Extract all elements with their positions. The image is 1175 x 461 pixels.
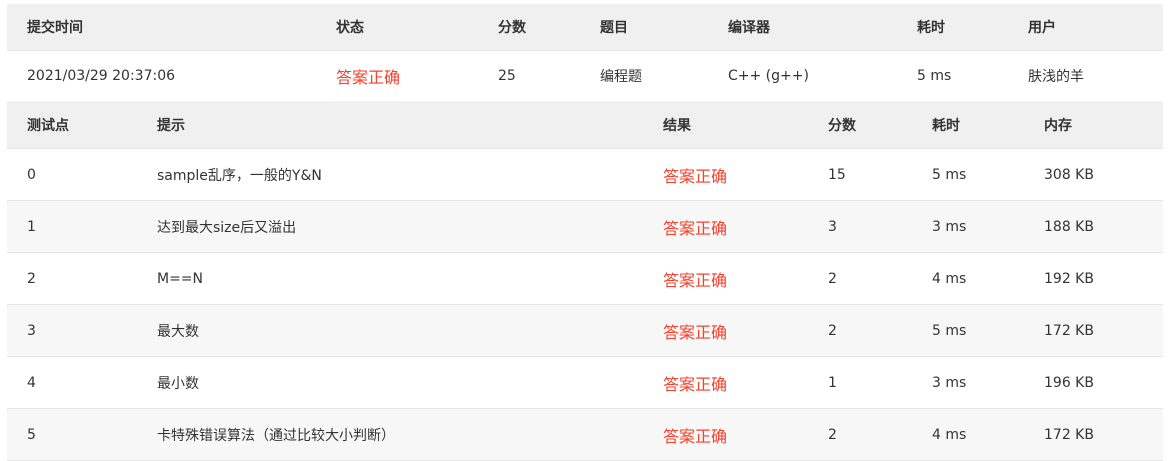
case-memory: 172 KB bbox=[1044, 322, 1094, 339]
case-header-row: 测试点 提示 结果 分数 耗时 内存 bbox=[7, 101, 1163, 149]
header-compiler: 编译器 bbox=[728, 20, 770, 36]
case-result: 答案正确 bbox=[663, 218, 728, 238]
header-memory: 内存 bbox=[1044, 117, 1072, 134]
header-elapsed: 耗时 bbox=[917, 20, 945, 36]
case-memory: 196 KB bbox=[1044, 374, 1094, 391]
table-row: 1 达到最大size后又溢出 答案正确 3 3 ms 188 KB bbox=[7, 201, 1163, 253]
case-hint: 达到最大size后又溢出 bbox=[157, 219, 297, 236]
header-result: 结果 bbox=[663, 117, 691, 134]
submission-header-row: 提交时间 状态 分数 题目 编译器 耗时 用户 bbox=[7, 4, 1163, 51]
case-result: 答案正确 bbox=[663, 322, 728, 342]
elapsed: 5 ms bbox=[917, 68, 952, 84]
case-hint: 卡特殊错误算法（通过比较大小判断） bbox=[157, 427, 395, 444]
header-score: 分数 bbox=[498, 20, 526, 36]
header-user: 用户 bbox=[1028, 20, 1056, 36]
header-hint: 提示 bbox=[157, 117, 185, 134]
case-memory: 188 KB bbox=[1044, 218, 1094, 235]
submission-table: 提交时间 状态 分数 题目 编译器 耗时 用户 2021/03/29 20:37… bbox=[7, 4, 1163, 102]
status-badge: 答案正确 bbox=[336, 68, 401, 87]
header-time: 耗时 bbox=[932, 117, 960, 134]
case-time: 4 ms bbox=[932, 270, 967, 287]
header-problem: 题目 bbox=[600, 20, 628, 36]
case-id: 5 bbox=[27, 426, 36, 443]
case-id: 4 bbox=[27, 374, 36, 391]
case-score: 1 bbox=[828, 374, 837, 391]
case-time: 3 ms bbox=[932, 218, 967, 235]
case-result: 答案正确 bbox=[663, 166, 728, 186]
case-time: 5 ms bbox=[932, 166, 967, 183]
header-case: 测试点 bbox=[27, 117, 69, 134]
case-hint: 最大数 bbox=[157, 323, 199, 340]
case-id: 1 bbox=[27, 218, 36, 235]
case-result: 答案正确 bbox=[663, 374, 728, 394]
header-score: 分数 bbox=[828, 117, 856, 134]
case-result: 答案正确 bbox=[663, 426, 728, 446]
case-time: 3 ms bbox=[932, 374, 967, 391]
case-id: 2 bbox=[27, 270, 36, 287]
case-score: 2 bbox=[828, 322, 837, 339]
submit-time: 2021/03/29 20:37:06 bbox=[27, 68, 176, 84]
case-score: 2 bbox=[828, 270, 837, 287]
case-score: 2 bbox=[828, 426, 837, 443]
problem-link[interactable]: 编程题 bbox=[600, 69, 642, 85]
table-row: 3 最大数 答案正确 2 5 ms 172 KB bbox=[7, 305, 1163, 357]
case-hint: M==N bbox=[157, 270, 204, 287]
case-id: 3 bbox=[27, 322, 36, 339]
table-row: 2 M==N 答案正确 2 4 ms 192 KB bbox=[7, 253, 1163, 305]
case-memory: 172 KB bbox=[1044, 426, 1094, 443]
case-score: 3 bbox=[828, 218, 837, 235]
header-submit-time: 提交时间 bbox=[27, 20, 83, 36]
case-time: 4 ms bbox=[932, 426, 967, 443]
case-memory: 192 KB bbox=[1044, 270, 1094, 287]
table-row: 0 sample乱序，一般的Y&N 答案正确 15 5 ms 308 KB bbox=[7, 149, 1163, 201]
case-time: 5 ms bbox=[932, 322, 967, 339]
header-status: 状态 bbox=[336, 20, 364, 36]
case-id: 0 bbox=[27, 166, 36, 183]
score: 25 bbox=[498, 68, 516, 84]
test-case-table: 测试点 提示 结果 分数 耗时 内存 0 sample乱序，一般的Y&N 答案正确 1… bbox=[7, 101, 1163, 461]
case-score: 15 bbox=[828, 166, 846, 183]
table-row: 4 最小数 答案正确 1 3 ms 196 KB bbox=[7, 357, 1163, 409]
case-result: 答案正确 bbox=[663, 270, 728, 290]
compiler: C++ (g++) bbox=[728, 68, 809, 84]
case-memory: 308 KB bbox=[1044, 166, 1094, 183]
table-row: 5 卡特殊错误算法（通过比较大小判断） 答案正确 2 4 ms 172 KB bbox=[7, 409, 1163, 461]
case-hint: sample乱序，一般的Y&N bbox=[157, 167, 322, 184]
user-link[interactable]: 肤浅的羊 bbox=[1028, 69, 1084, 85]
case-hint: 最小数 bbox=[157, 375, 199, 392]
submission-row: 2021/03/29 20:37:06 答案正确 25 编程题 C++ (g++… bbox=[7, 51, 1163, 102]
